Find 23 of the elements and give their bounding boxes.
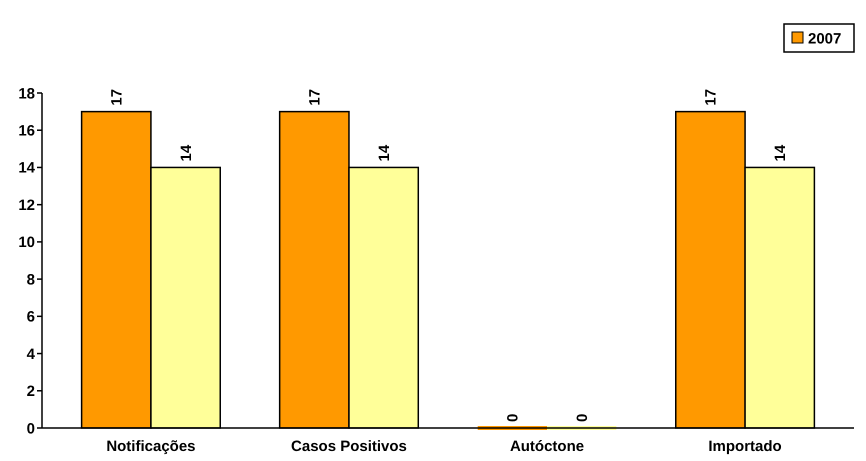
data-label: 14 <box>376 144 393 162</box>
y-tick-label: 2 <box>26 383 35 400</box>
data-label: 0 <box>504 414 522 422</box>
y-tick-label: 10 <box>18 234 35 252</box>
y-tick-label: 8 <box>26 271 35 288</box>
x-tick-label: Notificações <box>106 438 196 455</box>
y-tick-label: 16 <box>18 122 35 140</box>
y-tick-label: 4 <box>26 346 36 363</box>
y-tick-label: 6 <box>26 308 35 326</box>
data-label: 14 <box>772 144 789 162</box>
legend-label: 2007 <box>808 30 842 48</box>
data-label: 14 <box>178 144 195 162</box>
x-tick-label: Autóctone <box>510 438 584 455</box>
y-tick-label: 12 <box>18 196 35 214</box>
y-tick-label: 0 <box>26 420 35 438</box>
data-label: 17 <box>108 88 126 106</box>
y-tick-label: 18 <box>18 85 35 102</box>
data-label: 17 <box>306 88 324 106</box>
y-tick-label: 14 <box>18 160 36 177</box>
x-tick-label: Casos Positivos <box>291 438 407 455</box>
data-label: 17 <box>702 88 720 106</box>
data-label: 0 <box>574 414 591 422</box>
x-tick-label: Importado <box>708 438 782 455</box>
